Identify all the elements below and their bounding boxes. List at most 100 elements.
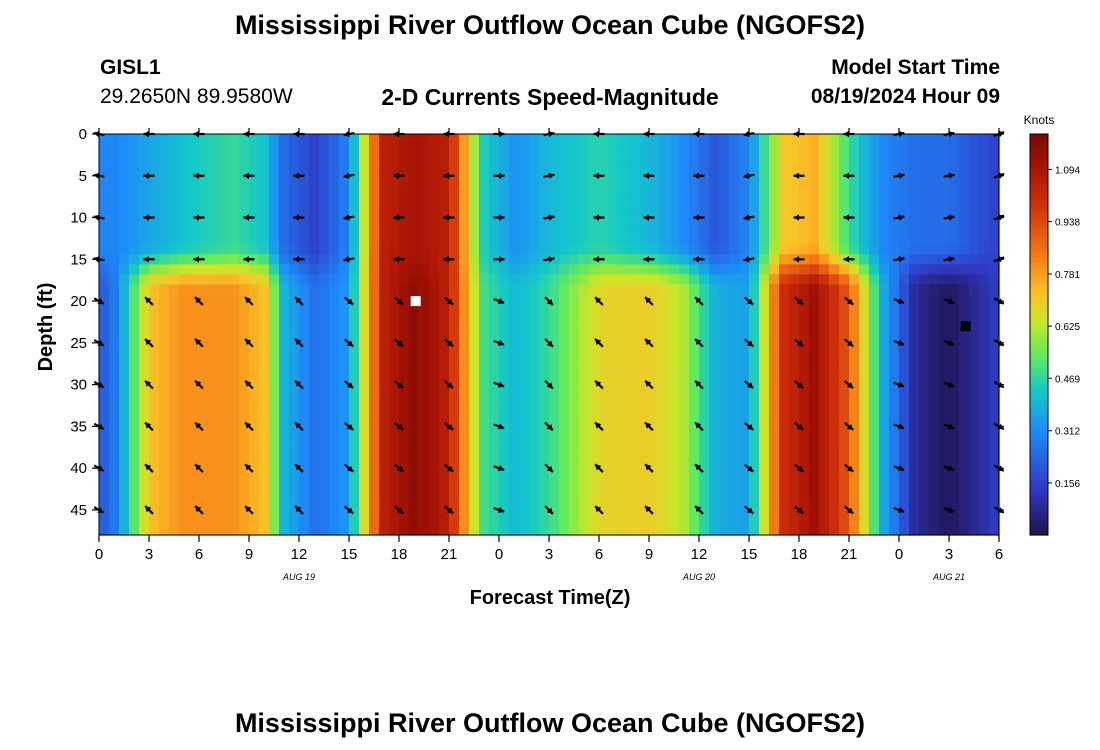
heatmap-cell: [589, 214, 600, 225]
heatmap-cell: [219, 194, 230, 205]
heatmap-cell: [189, 394, 200, 406]
heatmap-cell: [429, 434, 440, 446]
heatmap-cell: [329, 424, 340, 436]
heatmap-cell: [269, 444, 280, 456]
heatmap-cell: [749, 304, 760, 316]
heatmap-cell: [679, 504, 690, 516]
heatmap-cell: [899, 254, 910, 265]
heatmap-cell: [719, 304, 730, 316]
heatmap-cell: [139, 164, 150, 175]
heatmap-cell: [289, 214, 300, 225]
heatmap-cell: [909, 434, 920, 446]
heatmap-cell: [979, 514, 990, 526]
heatmap-cell: [889, 414, 900, 426]
heatmap-cell: [839, 154, 850, 165]
heatmap-cell: [109, 284, 120, 296]
heatmap-cell: [369, 434, 380, 446]
heatmap-cell: [989, 444, 1000, 456]
current-arrow: [244, 296, 254, 306]
heatmap-cell: [619, 194, 630, 205]
heatmap-cell: [899, 414, 910, 426]
heatmap-cell: [689, 304, 700, 316]
heatmap-cell: [879, 494, 890, 506]
heatmap-cell: [879, 164, 890, 175]
heatmap-cell: [639, 224, 650, 235]
heatmap-cell: [839, 414, 850, 426]
heatmap-cell: [959, 444, 970, 456]
heatmap-cell: [219, 174, 230, 185]
heatmap-cell: [329, 334, 340, 346]
heatmap-cell: [929, 294, 940, 306]
heatmap-cell: [659, 424, 670, 436]
heatmap-cell: [679, 154, 690, 165]
colorbar-segment: [1030, 398, 1048, 404]
heatmap-cell: [389, 194, 400, 205]
heatmap-cell: [199, 284, 210, 296]
current-arrow: [394, 380, 404, 390]
heatmap-cell: [939, 424, 950, 436]
current-arrow: [943, 214, 955, 221]
heatmap-cell: [849, 204, 860, 215]
heatmap-cell: [869, 484, 880, 496]
heatmap-cell: [839, 294, 850, 306]
heatmap-cell: [619, 344, 630, 356]
heatmap-cell: [489, 494, 500, 506]
heatmap-cell: [749, 354, 760, 366]
heatmap-cell: [839, 234, 850, 245]
heatmap-cell: [659, 484, 670, 496]
heatmap-cell: [339, 454, 350, 466]
heatmap-cell: [549, 274, 560, 285]
heatmap-cell: [559, 274, 570, 285]
heatmap-cell: [449, 334, 460, 346]
heatmap-cell: [429, 464, 440, 476]
heatmap-cell: [619, 364, 630, 376]
colorbar-segment: [1030, 282, 1048, 287]
heatmap-cell: [889, 284, 900, 296]
heatmap-cell: [859, 374, 870, 386]
heatmap-cell: [839, 284, 850, 296]
heatmap-cell: [389, 334, 400, 346]
heatmap-cell: [639, 414, 650, 426]
heatmap-cell: [219, 374, 230, 386]
heatmap-cell: [989, 424, 1000, 436]
heatmap-cell: [339, 174, 350, 185]
heatmap-cell: [519, 214, 530, 225]
heatmap-cell: [119, 354, 130, 366]
heatmap-cell: [389, 394, 400, 406]
heatmap-cell: [819, 344, 830, 356]
heatmap-cell: [729, 354, 740, 366]
heatmap-cell: [909, 454, 920, 466]
heatmap-cell: [299, 404, 310, 416]
heatmap-cell: [449, 524, 460, 536]
heatmap-cell: [219, 464, 230, 476]
heatmap-cell: [879, 524, 890, 536]
heatmap-cell: [679, 374, 690, 386]
heatmap-cell: [309, 404, 320, 416]
colorbar-segment: [1030, 266, 1048, 271]
heatmap-cell: [539, 214, 550, 225]
heatmap-cell: [759, 504, 770, 516]
heatmap-cell: [429, 184, 440, 195]
heatmap-cell: [709, 214, 720, 225]
heatmap-cell: [459, 464, 470, 476]
heatmap-cell: [809, 324, 820, 336]
heatmap-cell: [489, 384, 500, 396]
heatmap-cell: [219, 224, 230, 235]
heatmap-cell: [749, 174, 760, 185]
heatmap-cell: [739, 494, 750, 506]
heatmap-cell: [619, 394, 630, 406]
heatmap-cell: [739, 364, 750, 376]
heatmap-cell: [199, 214, 210, 225]
heatmap-cell: [669, 484, 680, 496]
heatmap-cell: [719, 454, 730, 466]
heatmap-cell: [749, 274, 760, 285]
heatmap-cell: [589, 364, 600, 376]
heatmap-cell: [589, 344, 600, 356]
heatmap-cell: [429, 314, 440, 326]
heatmap-cell: [669, 464, 680, 476]
heatmap-cell: [639, 244, 650, 255]
heatmap-cell: [209, 504, 220, 516]
heatmap-cell: [249, 404, 260, 416]
heatmap-cell: [889, 454, 900, 466]
heatmap-cell: [949, 374, 960, 386]
